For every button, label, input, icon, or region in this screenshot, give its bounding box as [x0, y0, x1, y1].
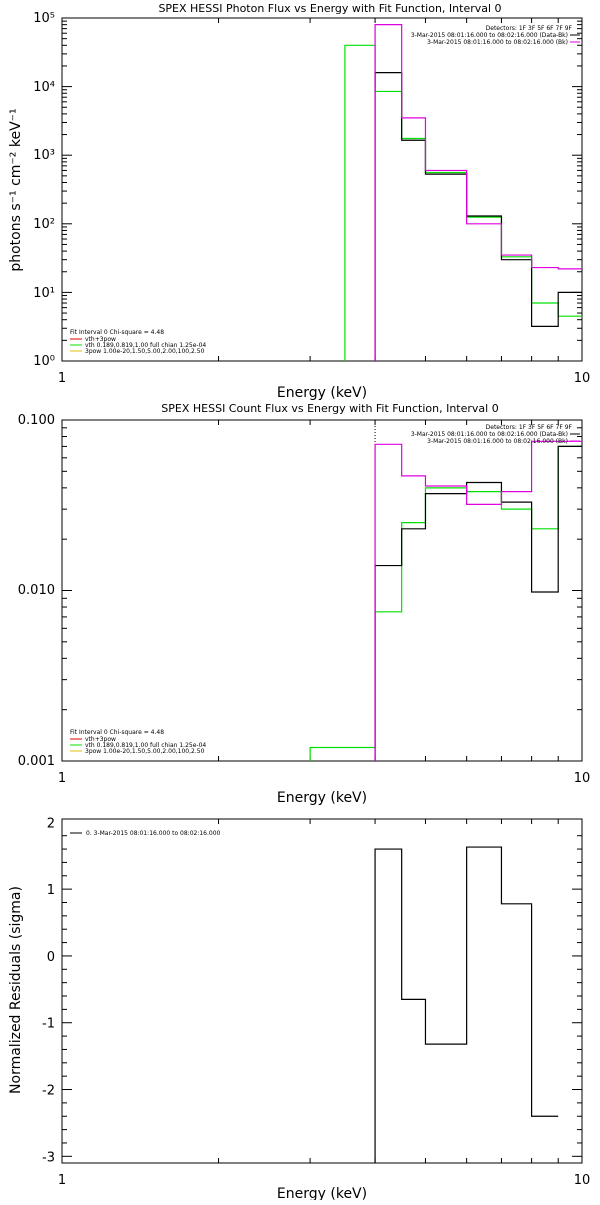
panel1-fit-interval: Fit Interval 0 Chi-square = 4.48: [70, 329, 164, 336]
panel3-ytick-m2: -2: [42, 1084, 55, 1099]
panel3-ytick-1: 1: [47, 883, 55, 898]
panel3-xlabel: Energy (keV): [277, 1186, 367, 1200]
series-black-step: [374, 846, 559, 1163]
panel1-frame: [61, 17, 583, 362]
panel2-ticks: [61, 419, 583, 762]
panel1-ytick-4: 10⁴: [33, 80, 55, 95]
residuals-panel: 1 10 Energy (keV) Normalized Residuals (…: [8, 816, 591, 1202]
panel3-legend-text: 0. 3-Mar-2015 08:01:16.000 to 08:02:16.0…: [86, 830, 221, 837]
panel3-xtick-1: 1: [58, 1173, 66, 1188]
panel1-ticks: [61, 17, 583, 362]
panel2-legend-bk: 3-Mar-2015 08:01:16.000 to 08:02:16.000 …: [427, 438, 568, 445]
panel3-ytick-2: 2: [47, 816, 55, 831]
panel2-xtick-1: 1: [58, 771, 66, 786]
panel1-legend-3pow: 3pow 1.00e-20,1.50,5.00,2.00,100,2.50: [85, 348, 205, 355]
series-green-step: [344, 44, 582, 361]
photon-flux-panel: SPEX HESSI Photon Flux vs Energy with Fi…: [8, 2, 590, 401]
panel3-ytick-m1: -1: [42, 1017, 55, 1032]
panel1-xtick-10: 10: [574, 371, 591, 386]
panel1-ytick-0: 10⁰: [33, 354, 55, 369]
panel2-fit-interval: Fit Interval 0 Chi-square = 4.48: [70, 729, 164, 736]
panel2-legend-detectors: Detectors: 1F 3F 5F 6F 7F 9F: [486, 424, 573, 431]
panel3-ytick-m3: -3: [42, 1150, 55, 1165]
panel3-ylabel: Normalized Residuals (sigma): [8, 886, 24, 1094]
panel1-ytick-3: 10³: [33, 148, 55, 163]
panel1-ytick-1: 10¹: [33, 286, 55, 301]
series-black-step: [374, 445, 582, 761]
panel1-series: [344, 18, 582, 361]
series-magenta-step: [374, 24, 582, 361]
panel1-ylabel: photons s⁻¹ cm⁻² keV⁻¹: [8, 108, 24, 271]
panel1-legend-detectors: Detectors: 1F 3F 5F 6F 7F 9F: [486, 25, 573, 32]
panel3-frame: [61, 818, 583, 1164]
panel2-legend-data: 3-Mar-2015 08:01:16.000 to 08:02:16.000 …: [411, 431, 568, 438]
panel3-xtick-10: 10: [574, 1173, 591, 1188]
panel3-series: [374, 846, 559, 1163]
panel2-xlabel: Energy (keV): [277, 790, 367, 806]
count-flux-panel: SPEX HESSI Count Flux vs Energy with Fit…: [18, 402, 590, 806]
panel1-xlabel: Energy (keV): [277, 385, 367, 401]
panel2-ytick-2: 0.100: [18, 413, 55, 428]
panel1-xtick-1: 1: [58, 371, 66, 386]
panel1-legend-data: 3-Mar-2015 08:01:16.000 to 08:02:16.000 …: [411, 32, 568, 39]
panel2-title: SPEX HESSI Count Flux vs Energy with Fit…: [161, 402, 498, 415]
panel3-ytick-0: 0: [47, 950, 55, 965]
panel2-series: [309, 420, 582, 761]
series-magenta-step: [374, 440, 582, 761]
panel1-title: SPEX HESSI Photon Flux vs Energy with Fi…: [158, 2, 501, 15]
panel3-ytick-labels: 2 1 0 -1 -2 -3: [42, 816, 55, 1165]
panel1-legend-bk: 3-Mar-2015 08:01:16.000 to 08:02:16.000 …: [427, 39, 568, 46]
panel2-ytick-1: 0.010: [18, 583, 55, 598]
panel1-legend-vth3pow: vth+3pow: [85, 336, 116, 343]
panel1-legend-vth: vth 0.189,0.819,1.00 full chian 1.25e-04: [85, 342, 206, 349]
panel1-ytick-2: 10²: [33, 217, 55, 232]
panel1-ytick-5: 10⁵: [33, 11, 55, 26]
panel2-legend-vth3pow: vth+3pow: [85, 736, 116, 743]
panel2-xtick-10: 10: [574, 771, 591, 786]
panel2-frame: [61, 419, 583, 762]
panel3-ticks: [61, 819, 583, 1163]
panel2-legend-3pow: 3pow 1.00e-20,1.50,5.00,2.00,100,2.50: [85, 748, 205, 755]
panel2-legend-vth: vth 0.189,0.819,1.00 full chian 1.25e-04: [85, 742, 206, 749]
panel2-ytick-0: 0.001: [18, 754, 55, 769]
